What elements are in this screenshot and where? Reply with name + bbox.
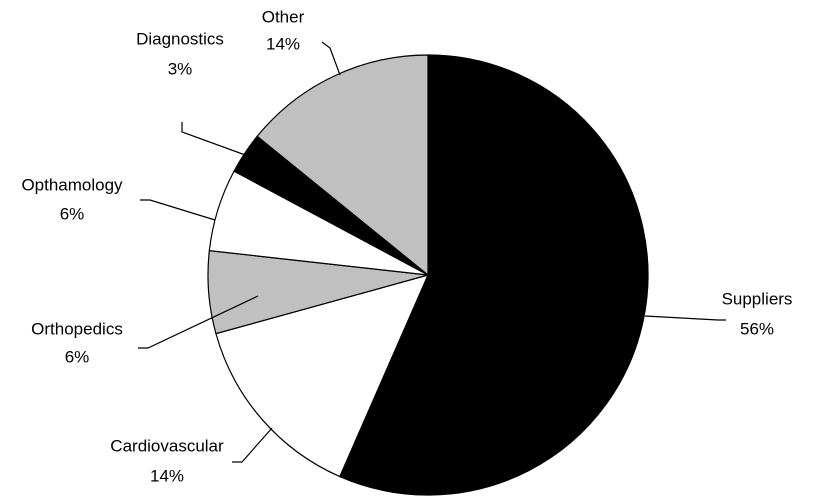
slice-value-label: 3% [168,59,193,78]
slice-label: Diagnostics [136,29,224,48]
slice-label: Other [262,7,305,26]
leader-line [232,427,273,463]
pie-slice [215,274,430,478]
slice-label: Orthopedics [31,319,123,338]
leader-line [321,41,341,76]
leader-line [138,295,259,349]
slice-value-label: 56% [740,319,774,338]
slice-label: Opthamology [21,175,123,194]
leader-line [181,122,249,157]
leader-line [644,315,726,321]
slice-label: Cardiovascular [110,436,224,455]
slice-label: Suppliers [722,289,793,308]
slice-value-label: 6% [60,204,85,223]
pie-slice [256,54,429,277]
slice-value-label: 6% [65,347,90,366]
pie-slice [339,54,649,496]
slice-value-label: 14% [266,34,300,53]
slice-value-label: 14% [150,466,184,485]
leader-line [140,199,216,221]
